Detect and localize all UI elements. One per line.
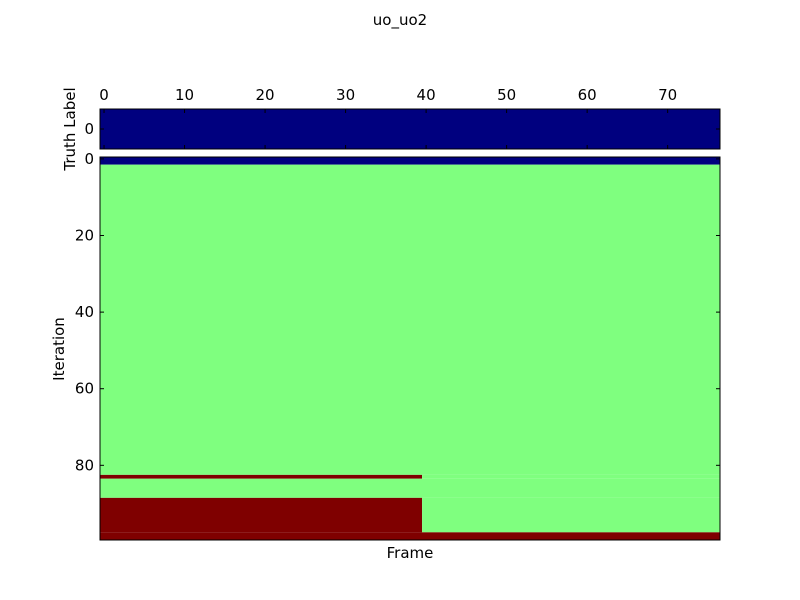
truth-y-ticks: 0 (84, 120, 720, 138)
truth-x-tick-label: 70 (658, 86, 677, 104)
iteration-cell (100, 532, 720, 540)
iteration-cell (100, 474, 423, 479)
chart-title: uo_uo2 (373, 11, 427, 30)
iteration-cell (100, 157, 720, 165)
truth-x-tick-label: 10 (175, 86, 194, 104)
truth-x-tick-label: 50 (497, 86, 516, 104)
truth-cell (100, 109, 720, 149)
iteration-y-tick-label: 20 (75, 227, 94, 245)
truth-panel-frame (99, 108, 721, 150)
truth-x-tick-label: 0 (99, 86, 109, 104)
truth-y-tick-label: 0 (84, 120, 94, 138)
iteration-cell (100, 478, 720, 498)
iteration-cell (100, 497, 423, 533)
iteration-y-tick-label: 40 (75, 303, 94, 321)
truth-x-tick-label: 60 (578, 86, 597, 104)
frame-xlabel: Frame (387, 544, 434, 562)
truth-x-tick-label: 30 (336, 86, 355, 104)
truth-ylabel: Truth Label (61, 87, 79, 171)
truth-x-tick-label: 40 (417, 86, 436, 104)
iteration-ylabel: Iteration (50, 317, 68, 381)
iteration-y-tick-label: 80 (75, 456, 94, 474)
iteration-panel-frame (99, 156, 721, 541)
iteration-cells (100, 157, 720, 540)
truth-x-tick-label: 20 (256, 86, 275, 104)
iteration-cell (100, 164, 720, 475)
truth-x-ticks: 0 10 20 30 40 50 60 70 (99, 86, 677, 149)
iteration-panel: 0 20 40 60 80 Iteration Frame (50, 150, 721, 562)
iteration-cell (422, 474, 720, 479)
iteration-y-tick-label: 0 (84, 150, 94, 168)
iteration-cell (422, 497, 720, 533)
truth-cells (100, 109, 720, 149)
iteration-y-tick-label: 60 (75, 380, 94, 398)
truth-label-panel: 0 10 20 30 40 50 60 70 0 Truth Label (61, 86, 721, 172)
iteration-y-ticks: 0 20 40 60 80 (75, 150, 720, 474)
